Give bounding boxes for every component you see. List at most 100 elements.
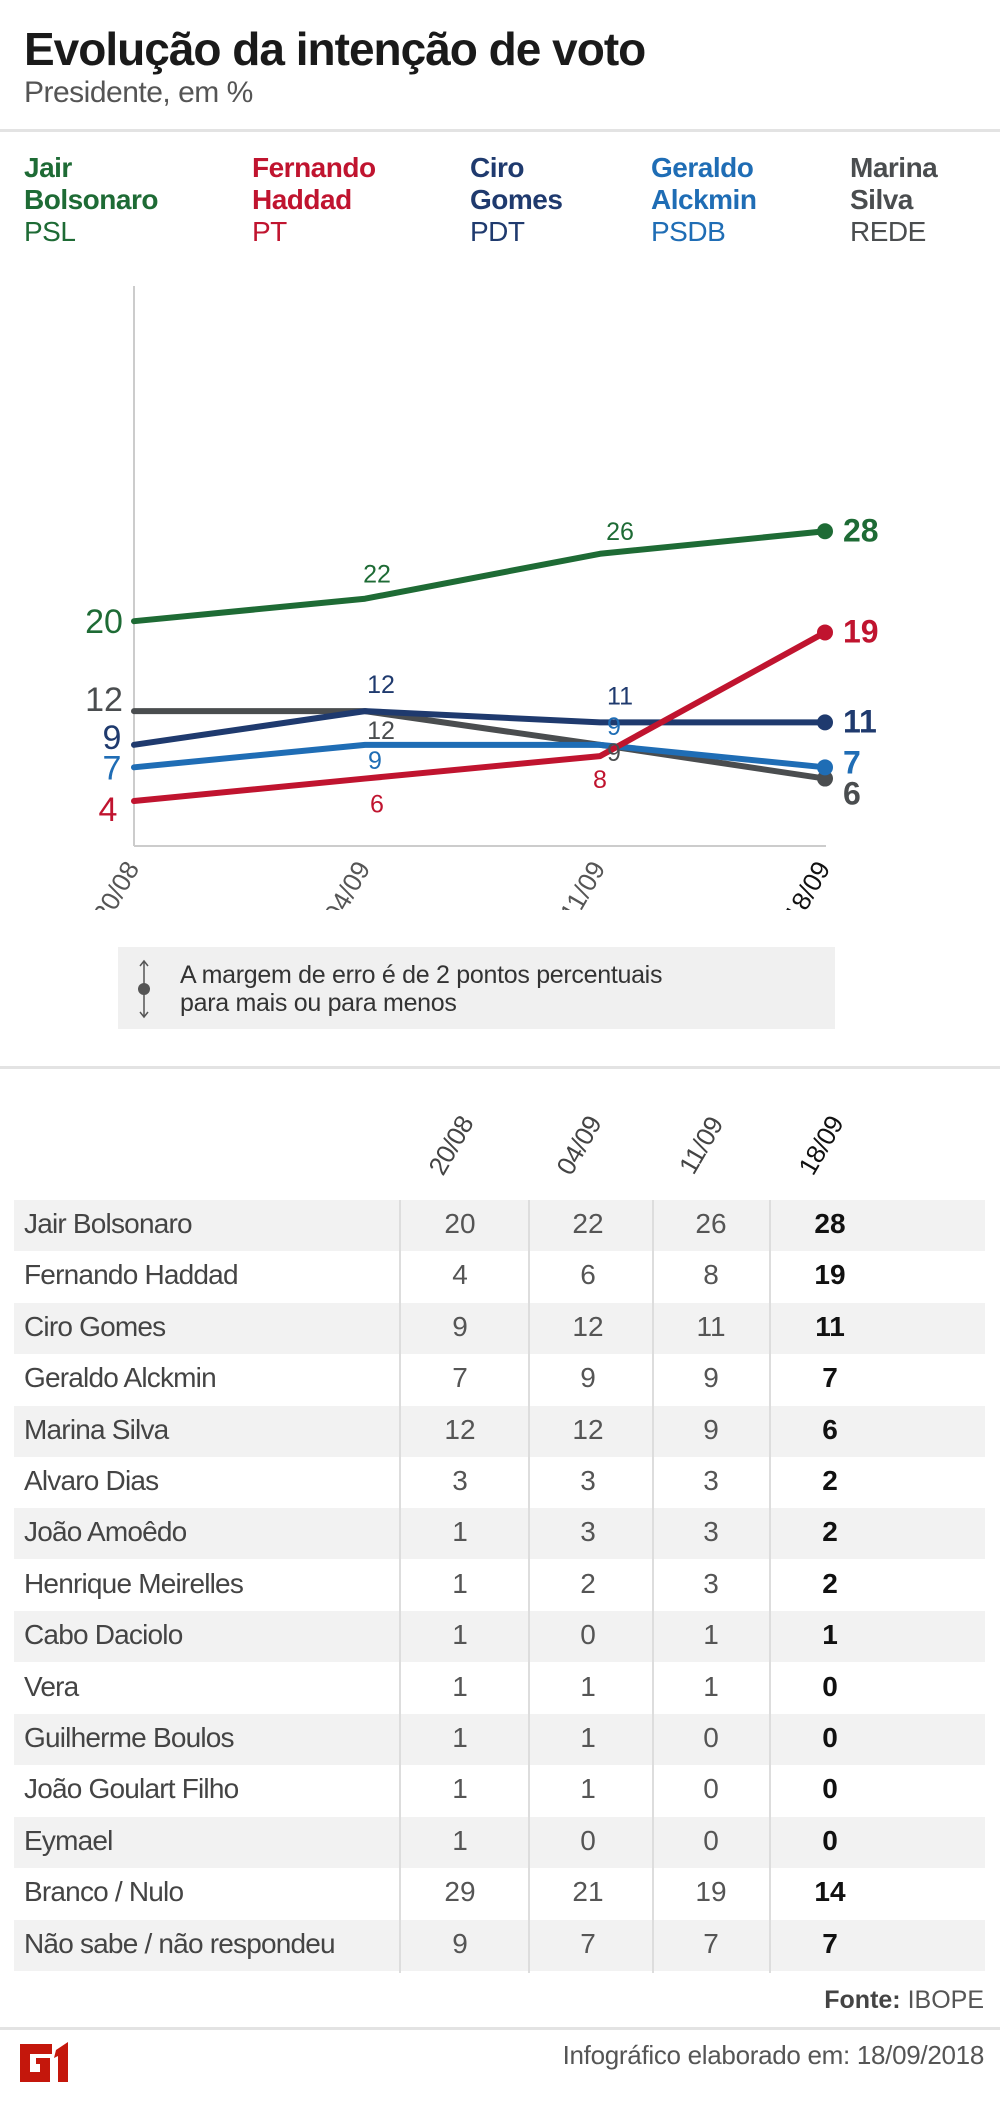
table-cell: 9 <box>703 1413 719 1445</box>
error-margin-icon <box>138 959 150 1019</box>
column-separator <box>528 1200 530 1973</box>
table-cell: 12 <box>572 1310 604 1342</box>
table-row: João Amoêdo 1 3 3 2 <box>14 1508 985 1560</box>
column-separator <box>652 1200 654 1973</box>
note-line-2: para mais ou para menos <box>180 989 457 1017</box>
table-cell: 0 <box>580 1619 596 1651</box>
candidate-name: Vera <box>24 1670 79 1702</box>
legend-name: Geraldo <box>651 152 754 183</box>
candidate-name: Jair Bolsonaro <box>24 1208 193 1239</box>
data-label: 9 <box>103 719 122 757</box>
column-header: 20/08 <box>422 1110 480 1180</box>
legend-name: Marina <box>850 152 938 183</box>
table-cell: 9 <box>452 1310 468 1342</box>
table-row: Eymael 1 0 0 0 <box>14 1816 985 1868</box>
candidate-name: Fernando Haddad <box>24 1259 239 1291</box>
data-label: 12 <box>367 717 395 745</box>
candidate-name: Guilherme Boulos <box>24 1722 235 1753</box>
divider <box>0 129 1000 132</box>
data-label: 6 <box>843 776 861 812</box>
table-cell: 0 <box>703 1773 719 1805</box>
table-row: Geraldo Alckmin 7 9 9 7 <box>14 1354 985 1405</box>
table-cell: 1 <box>452 1773 468 1805</box>
divider <box>0 1066 1000 1069</box>
end-point <box>817 624 833 641</box>
table-cell: 1 <box>452 1516 468 1548</box>
data-label: 11 <box>607 682 633 710</box>
table-cell: 2 <box>822 1465 838 1496</box>
table-cell: 1 <box>452 1722 468 1753</box>
candidate-name: Alvaro Dias <box>24 1465 159 1496</box>
data-label: 7 <box>843 744 861 780</box>
legend-item: Marina Silva REDE <box>850 152 938 248</box>
legend-party: PT <box>252 216 287 247</box>
table-cell: 3 <box>703 1516 719 1548</box>
table-cell: 7 <box>452 1362 468 1394</box>
table-cell: 1 <box>703 1619 719 1651</box>
table-row: Cabo Daciolo 1 0 1 1 <box>14 1611 985 1663</box>
candidate-name: João Goulart Filho <box>24 1773 239 1805</box>
legend-name: Ciro <box>470 152 525 183</box>
legend-name: Silva <box>850 184 913 215</box>
table-cell: 22 <box>572 1208 604 1239</box>
table-cell: 3 <box>452 1465 468 1496</box>
data-label: 4 <box>99 791 118 829</box>
legend-party: REDE <box>850 216 926 247</box>
data-label: 28 <box>843 512 879 548</box>
table-cell: 19 <box>814 1259 846 1291</box>
table-cell: 12 <box>444 1413 476 1445</box>
series-line <box>131 708 828 782</box>
table-row: Ciro Gomes 9 12 11 11 <box>14 1302 985 1354</box>
table-row: Guilherme Boulos 1 1 0 0 <box>14 1714 985 1765</box>
table-cell: 0 <box>703 1722 719 1753</box>
column-header: 18/09 <box>792 1110 850 1180</box>
table-cell: 6 <box>822 1413 838 1445</box>
column-separator <box>769 1200 771 1973</box>
table-cell: 1 <box>822 1619 838 1651</box>
table-cell: 8 <box>703 1259 719 1291</box>
data-label: 20 <box>85 603 123 641</box>
table-cell: 9 <box>580 1362 596 1394</box>
legend-name: Bolsonaro <box>24 184 158 215</box>
table-cell: 1 <box>580 1722 596 1753</box>
table-cell: 0 <box>822 1722 838 1753</box>
series-line <box>131 708 828 748</box>
end-point <box>817 714 833 731</box>
table-cell: 1 <box>452 1670 468 1702</box>
x-tick-label: 18/09 <box>778 856 837 910</box>
g1-logo <box>20 2042 68 2082</box>
table-row: João Goulart Filho 1 1 0 0 <box>14 1765 985 1816</box>
table-cell: 19 <box>695 1876 727 1908</box>
legend-item: Jair Bolsonaro PSL <box>24 152 158 248</box>
table-cell: 0 <box>822 1670 838 1702</box>
series-line <box>131 629 828 805</box>
table-cell: 3 <box>703 1465 719 1496</box>
data-label: 7 <box>103 749 122 787</box>
table-cell: 11 <box>815 1310 845 1342</box>
legend-name: Jair <box>24 152 72 183</box>
candidate-name: Não sabe / não respondeu <box>24 1927 336 1959</box>
column-separator <box>399 1200 401 1973</box>
table-cell: 1 <box>452 1567 468 1599</box>
column-header: 11/09 <box>672 1111 730 1180</box>
legend-name: Haddad <box>252 184 352 215</box>
table-cell: 0 <box>580 1824 596 1856</box>
source-label: Fonte: <box>824 1986 901 2014</box>
data-label: 12 <box>85 681 123 719</box>
data-label: 26 <box>606 518 634 546</box>
legend-name: Gomes <box>470 184 563 215</box>
table-row: Não sabe / não respondeu 9 7 7 7 <box>14 1919 985 1971</box>
table-cell: 9 <box>703 1362 719 1394</box>
end-point <box>817 759 833 776</box>
error-margin-note: A margem de erro é de 2 pontos percentua… <box>118 947 835 1029</box>
table-row: Henrique Meirelles 1 2 3 2 <box>14 1560 985 1611</box>
candidate-name: Branco / Nulo <box>24 1876 184 1908</box>
table-cell: 6 <box>580 1259 596 1291</box>
end-point <box>817 523 833 540</box>
data-label: 22 <box>363 561 391 589</box>
candidate-name: Henrique Meirelles <box>24 1567 244 1599</box>
data-label: 19 <box>843 613 879 649</box>
column-header: 04/09 <box>550 1110 608 1180</box>
made-date: Infográfico elaborado em: 18/09/2018 <box>562 2040 985 2070</box>
source: Fonte: IBOPE <box>824 1986 984 2015</box>
